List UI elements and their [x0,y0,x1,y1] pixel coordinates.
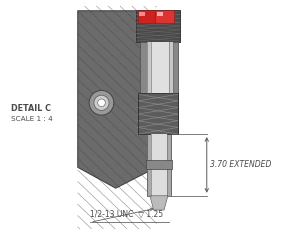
Text: 3.70 EXTENDED: 3.70 EXTENDED [210,161,271,169]
Bar [139,12,145,16]
Polygon shape [147,134,171,196]
Polygon shape [78,11,157,188]
Polygon shape [150,196,168,210]
Text: DETAIL C: DETAIL C [12,104,51,113]
Polygon shape [147,42,173,93]
Circle shape [89,90,114,115]
Bar [137,10,155,23]
Polygon shape [151,134,167,196]
Text: SCALE 1 : 4: SCALE 1 : 4 [12,116,53,122]
Bar [157,12,163,16]
Polygon shape [140,42,178,93]
Bar [155,10,174,23]
Polygon shape [146,160,172,169]
Circle shape [94,95,109,110]
Circle shape [98,99,105,107]
Polygon shape [151,42,169,93]
Polygon shape [137,93,178,134]
Text: 1/2-13 UNC  ▽ 1.25: 1/2-13 UNC ▽ 1.25 [90,210,163,219]
Polygon shape [136,10,180,42]
